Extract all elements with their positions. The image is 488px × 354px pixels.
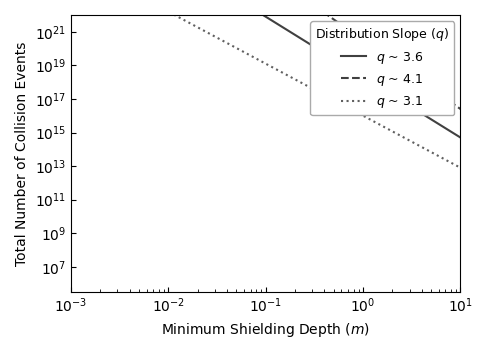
$q$ ~ 3.6	[279, 24, 285, 29]
$q$ ~ 3.1	[387, 128, 393, 132]
Legend: $q$ ~ 3.6, $q$ ~ 4.1, $q$ ~ 3.1: $q$ ~ 3.6, $q$ ~ 4.1, $q$ ~ 3.1	[310, 21, 454, 115]
Y-axis label: Total Number of Collision Events: Total Number of Collision Events	[15, 41, 29, 266]
$q$ ~ 4.1	[387, 57, 393, 62]
$q$ ~ 3.6	[448, 130, 454, 134]
$q$ ~ 3.1	[458, 166, 464, 170]
$q$ ~ 4.1	[458, 107, 464, 111]
$q$ ~ 3.6	[458, 136, 464, 140]
$q$ ~ 3.1	[279, 70, 285, 74]
$q$ ~ 3.1	[255, 58, 261, 62]
$q$ ~ 3.1	[253, 56, 259, 61]
$q$ ~ 3.1	[448, 161, 454, 165]
Line: $q$ ~ 3.6: $q$ ~ 3.6	[71, 0, 461, 138]
$q$ ~ 3.6	[253, 8, 259, 13]
$q$ ~ 3.6	[255, 10, 261, 14]
$q$ ~ 3.6	[387, 92, 393, 96]
$q$ ~ 3.6	[300, 38, 305, 42]
$q$ ~ 4.1	[448, 100, 454, 104]
Line: $q$ ~ 4.1: $q$ ~ 4.1	[71, 0, 461, 109]
$q$ ~ 3.1	[300, 81, 305, 86]
X-axis label: Minimum Shielding Depth ($m$): Minimum Shielding Depth ($m$)	[161, 321, 370, 339]
Line: $q$ ~ 3.1: $q$ ~ 3.1	[71, 0, 461, 168]
